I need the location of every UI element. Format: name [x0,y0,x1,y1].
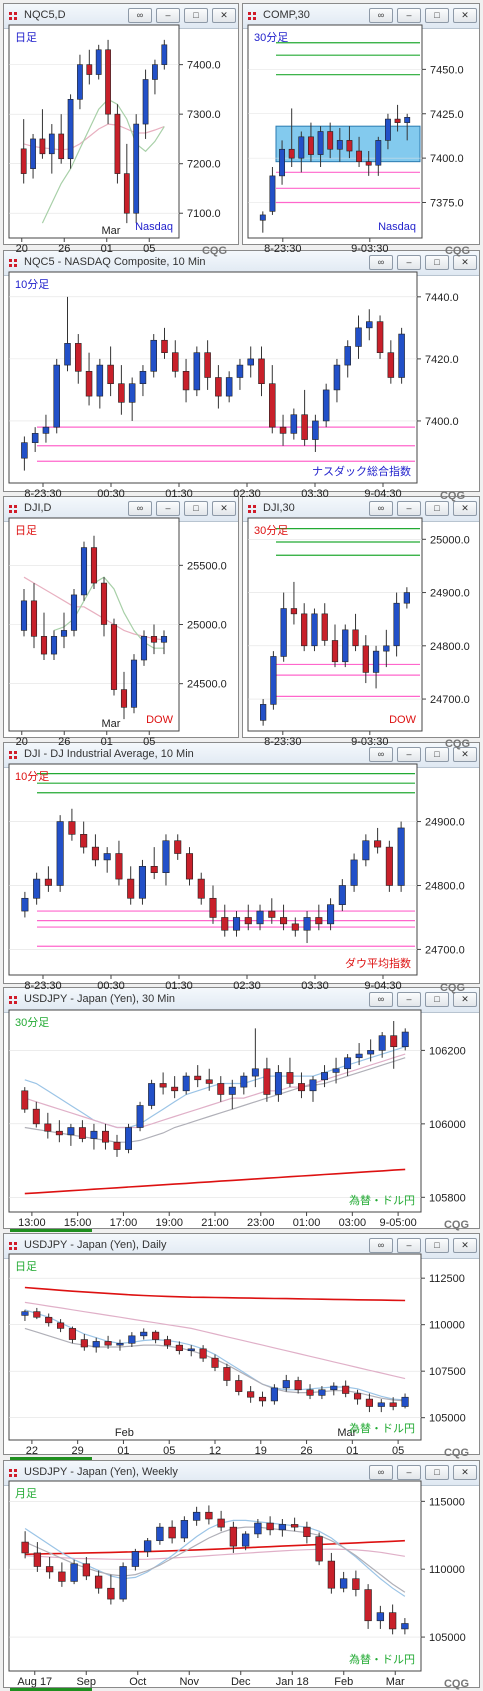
restore-button[interactable]: □ [425,8,449,23]
app-icon [9,751,17,759]
close-button[interactable]: ✕ [212,501,236,516]
window-titlebar[interactable]: DJI,D ∞ – □ ✕ [4,497,238,522]
window-titlebar[interactable]: USDJPY - Japan (Yen), 30 Min ∞ – □ ✕ [4,988,479,1013]
timeline-scroll-indicator[interactable] [10,1688,93,1691]
chart-window-dji-daily[interactable]: DJI,D ∞ – □ ✕ [3,496,239,751]
minimize-button[interactable]: – [397,501,421,516]
link-button[interactable]: ∞ [369,1238,393,1253]
minimize-button[interactable]: – [397,747,421,762]
timeline-scroll-indicator[interactable] [10,1229,93,1232]
chart-window-dji-30[interactable]: DJI,30 ∞ – □ ✕ [242,496,480,751]
window-title: NQC5,D [24,9,66,21]
chart-window-usdjpy-weekly[interactable]: USDJPY - Japan (Yen), Weekly ∞ – □ ✕ [3,1460,480,1691]
window-title: USDJPY - Japan (Yen), Weekly [24,1466,178,1478]
restore-button[interactable]: □ [425,501,449,516]
close-button[interactable]: ✕ [453,8,477,23]
window-titlebar[interactable]: COMP,30 ∞ – □ ✕ [243,4,479,29]
window-titlebar[interactable]: USDJPY - Japan (Yen), Daily ∞ – □ ✕ [4,1234,479,1259]
timeline-scroll-indicator[interactable] [10,1457,93,1460]
restore-button[interactable]: □ [184,501,208,516]
window-titlebar[interactable]: USDJPY - Japan (Yen), Weekly ∞ – □ ✕ [4,1461,479,1486]
window-titlebar[interactable]: DJI - DJ Industrial Average, 10 Min ∞ – □ ✕ [4,743,479,768]
window-title: NQC5 - NASDAQ Composite, 10 Min [24,256,206,268]
link-button[interactable]: ∞ [369,992,393,1007]
app-icon [9,1242,17,1250]
minimize-button[interactable]: – [397,255,421,270]
window-title: DJI,30 [263,502,295,514]
window-titlebar[interactable]: DJI,30 ∞ – □ ✕ [243,497,479,522]
window-title: COMP,30 [263,9,310,21]
close-button[interactable]: ✕ [453,255,477,270]
link-button[interactable]: ∞ [369,255,393,270]
window-title: DJI,D [24,502,52,514]
restore-button[interactable]: □ [425,747,449,762]
restore-button[interactable]: □ [425,255,449,270]
link-button[interactable]: ∞ [369,747,393,762]
close-button[interactable]: ✕ [453,747,477,762]
restore-button[interactable]: □ [184,8,208,23]
restore-button[interactable]: □ [425,1238,449,1253]
app-icon [248,12,256,20]
chart-window-dji-10min[interactable]: DJI - DJ Industrial Average, 10 Min ∞ – □ ✕ [3,742,480,995]
window-titlebar[interactable]: NQC5,D ∞ – □ ✕ [4,4,238,29]
app-icon [9,259,17,267]
minimize-button[interactable]: – [156,501,180,516]
close-button[interactable]: ✕ [453,501,477,516]
window-title: DJI - DJ Industrial Average, 10 Min [24,748,194,760]
minimize-button[interactable]: – [397,1465,421,1480]
app-icon [9,505,17,513]
restore-button[interactable]: □ [425,1465,449,1480]
close-button[interactable]: ✕ [453,1238,477,1253]
window-title: USDJPY - Japan (Yen), 30 Min [24,993,176,1005]
chart-window-usdjpy-30[interactable]: USDJPY - Japan (Yen), 30 Min ∞ – □ ✕ [3,987,480,1232]
app-icon [248,505,256,513]
window-title: USDJPY - Japan (Yen), Daily [24,1239,167,1251]
chart-window-usdjpy-daily[interactable]: USDJPY - Japan (Yen), Daily ∞ – □ ✕ [3,1233,480,1460]
minimize-button[interactable]: – [156,8,180,23]
link-button[interactable]: ∞ [369,8,393,23]
close-button[interactable]: ✕ [212,8,236,23]
minimize-button[interactable]: – [397,8,421,23]
link-button[interactable]: ∞ [128,501,152,516]
app-icon [9,12,17,20]
close-button[interactable]: ✕ [453,992,477,1007]
app-icon [9,996,17,1004]
minimize-button[interactable]: – [397,992,421,1007]
link-button[interactable]: ∞ [369,1465,393,1480]
close-button[interactable]: ✕ [453,1465,477,1480]
restore-button[interactable]: □ [425,992,449,1007]
window-titlebar[interactable]: NQC5 - NASDAQ Composite, 10 Min ∞ – □ ✕ [4,251,479,276]
chart-window-comp-30[interactable]: COMP,30 ∞ – □ ✕ [242,3,480,258]
link-button[interactable]: ∞ [128,8,152,23]
app-icon [9,1469,17,1477]
chart-window-nqc5-daily[interactable]: NQC5,D ∞ – □ ✕ [3,3,239,258]
chart-window-nqc5-10min[interactable]: NQC5 - NASDAQ Composite, 10 Min ∞ – □ ✕ [3,250,480,503]
link-button[interactable]: ∞ [369,501,393,516]
minimize-button[interactable]: – [397,1238,421,1253]
